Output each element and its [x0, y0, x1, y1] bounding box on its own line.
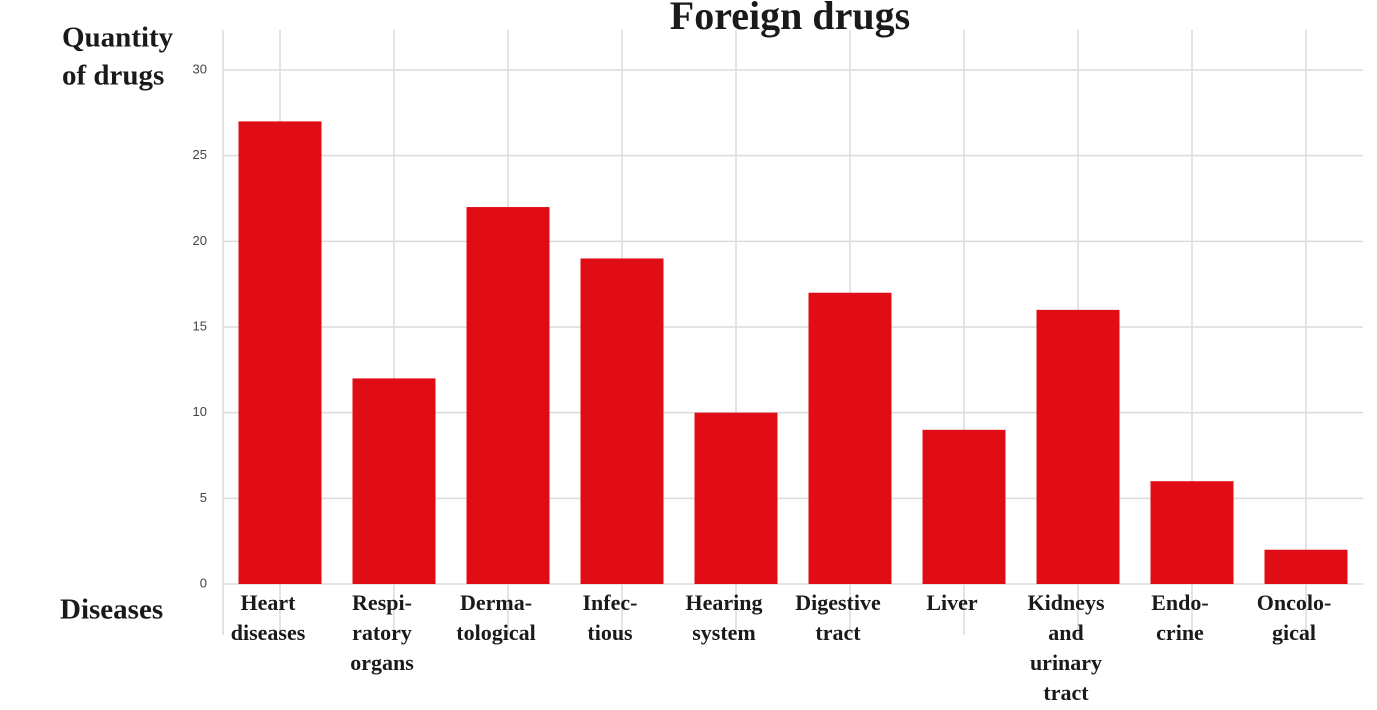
x-tick-label: tious: [587, 620, 633, 645]
y-axis-label: Quantity: [62, 22, 174, 54]
x-tick-label: tract: [815, 620, 861, 645]
x-tick-label: Endo-: [1151, 590, 1208, 615]
x-tick-label: and: [1048, 620, 1083, 645]
bar: [580, 258, 664, 584]
x-tick-label: tological: [456, 620, 535, 645]
x-tick-label: Heart: [241, 590, 297, 615]
chart-title: Foreign drugs: [670, 0, 910, 38]
bar: [808, 292, 892, 584]
x-tick-label: Liver: [926, 590, 978, 615]
x-tick-label: Infec-: [583, 590, 638, 615]
bar: [1150, 481, 1234, 584]
bar: [238, 121, 322, 585]
y-axis-label: of drugs: [62, 60, 164, 92]
x-tick-label: Kidneys: [1027, 590, 1104, 615]
y-tick-label: 20: [193, 233, 207, 248]
x-tick-label: diseases: [231, 620, 306, 645]
bar: [466, 207, 550, 585]
x-tick-label: gical: [1272, 620, 1316, 645]
x-tick-label: system: [692, 620, 756, 645]
y-tick-label: 30: [193, 61, 207, 76]
bar: [1036, 309, 1120, 584]
x-tick-label: crine: [1156, 620, 1204, 645]
bar: [1264, 549, 1348, 584]
bar: [352, 378, 436, 584]
x-tick-label: Respi-: [352, 590, 412, 615]
x-tick-label: Derma-: [460, 590, 532, 615]
y-tick-label: 15: [193, 318, 207, 333]
y-tick-label: 10: [193, 404, 207, 419]
bar: [922, 429, 1006, 584]
x-tick-label: ratory: [352, 620, 412, 645]
x-tick-label: Hearing: [686, 590, 763, 615]
x-tick-label: Oncolo-: [1257, 590, 1332, 615]
y-tick-label: 25: [193, 147, 207, 162]
x-tick-label: tract: [1043, 680, 1089, 705]
bar: [694, 412, 778, 584]
y-tick-label: 5: [200, 490, 207, 505]
x-tick-label: urinary: [1030, 650, 1102, 675]
x-axis-label: Diseases: [60, 594, 163, 626]
x-tick-label: Digestive: [795, 590, 881, 615]
x-tick-label: organs: [350, 650, 414, 675]
y-tick-label: 0: [200, 575, 207, 590]
